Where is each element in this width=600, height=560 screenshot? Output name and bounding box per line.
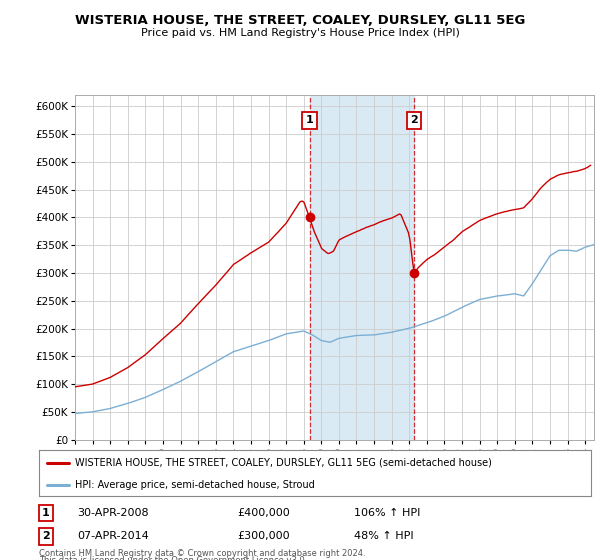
Text: 1: 1 [42, 508, 49, 517]
Text: Contains HM Land Registry data © Crown copyright and database right 2024.: Contains HM Land Registry data © Crown c… [39, 549, 365, 558]
Text: Price paid vs. HM Land Registry's House Price Index (HPI): Price paid vs. HM Land Registry's House … [140, 28, 460, 38]
Text: 30-APR-2008: 30-APR-2008 [77, 508, 149, 517]
Text: WISTERIA HOUSE, THE STREET, COALEY, DURSLEY, GL11 5EG: WISTERIA HOUSE, THE STREET, COALEY, DURS… [75, 14, 525, 27]
Text: 07-APR-2014: 07-APR-2014 [77, 531, 149, 542]
Text: £400,000: £400,000 [238, 508, 290, 517]
Text: 106% ↑ HPI: 106% ↑ HPI [353, 508, 420, 517]
Text: 2: 2 [410, 115, 418, 125]
Text: This data is licensed under the Open Government Licence v3.0.: This data is licensed under the Open Gov… [39, 556, 307, 560]
Text: 1: 1 [305, 115, 313, 125]
Text: 48% ↑ HPI: 48% ↑ HPI [353, 531, 413, 542]
Text: WISTERIA HOUSE, THE STREET, COALEY, DURSLEY, GL11 5EG (semi-detached house): WISTERIA HOUSE, THE STREET, COALEY, DURS… [75, 458, 492, 468]
Bar [310, 95, 414, 440]
Text: £300,000: £300,000 [238, 531, 290, 542]
Text: HPI: Average price, semi-detached house, Stroud: HPI: Average price, semi-detached house,… [75, 479, 314, 489]
Text: 2: 2 [42, 531, 49, 542]
